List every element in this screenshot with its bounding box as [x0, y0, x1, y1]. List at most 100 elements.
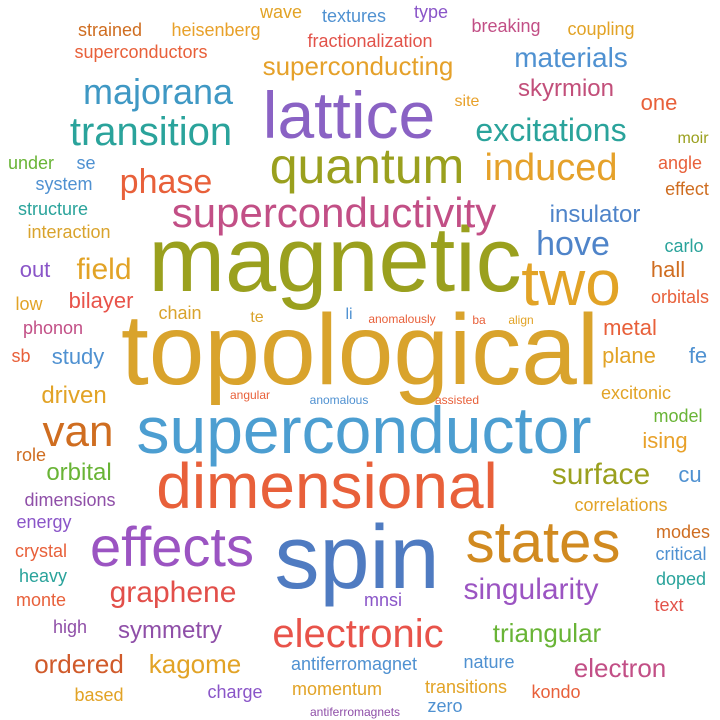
word: surface: [551, 458, 651, 491]
word: strained: [77, 20, 143, 40]
word: energy: [16, 512, 72, 532]
word: antiferromagnet: [290, 654, 418, 674]
word: singularity: [463, 573, 599, 606]
word: interaction: [27, 222, 111, 242]
word: field: [76, 253, 132, 286]
word: orbital: [46, 459, 112, 486]
word: antiferromagnets: [309, 705, 401, 719]
word: model: [653, 406, 703, 426]
word: spin: [274, 508, 440, 608]
word: te: [250, 309, 264, 326]
word: ordered: [34, 649, 124, 679]
word: heavy: [18, 566, 68, 586]
word: momentum: [291, 679, 383, 699]
word: two: [521, 247, 621, 319]
word: sb: [11, 346, 31, 366]
word: hove: [536, 225, 610, 263]
word: transition: [69, 110, 233, 154]
word: materials: [514, 42, 628, 73]
word: quantum: [269, 138, 465, 194]
word: effects: [90, 515, 254, 578]
word: system: [35, 174, 93, 194]
word: majorana: [82, 71, 234, 112]
word: fractionalization: [307, 31, 433, 51]
word: induced: [484, 147, 618, 189]
word: hall: [650, 257, 686, 282]
word: study: [51, 344, 105, 369]
word: anomalously: [368, 312, 436, 326]
word: electronic: [272, 612, 444, 656]
word: li: [345, 306, 353, 323]
word: superconductivity: [171, 189, 497, 236]
word: triangular: [492, 618, 602, 648]
word: chain: [158, 303, 202, 323]
word: graphene: [109, 576, 237, 609]
word: orbitals: [650, 287, 710, 307]
word: superconductor: [136, 393, 592, 467]
word: angle: [657, 153, 703, 173]
word: states: [465, 510, 621, 575]
word: dimensions: [24, 490, 116, 510]
word: topological: [120, 294, 600, 406]
word: nature: [463, 652, 515, 672]
word: skyrmion: [517, 75, 615, 102]
word: plane: [602, 343, 656, 368]
word: anomalous: [309, 393, 369, 407]
word: phase: [119, 163, 213, 201]
word: type: [413, 2, 449, 22]
word: role: [15, 445, 47, 465]
word: excitonic: [600, 383, 672, 403]
word: transitions: [424, 677, 508, 697]
word: wave: [259, 2, 303, 22]
word: site: [454, 93, 480, 110]
word: under: [7, 153, 55, 173]
word: van: [42, 407, 114, 456]
word: out: [19, 257, 51, 282]
word: moir: [677, 130, 709, 147]
word: bilayer: [68, 288, 134, 313]
word: phonon: [22, 318, 84, 338]
word: crystal: [14, 541, 68, 561]
word: superconductors: [74, 42, 208, 62]
word: effect: [665, 179, 709, 199]
word: coupling: [567, 19, 635, 39]
word: electron: [573, 653, 667, 683]
word: magnetic: [148, 209, 522, 311]
word: symmetry: [118, 617, 222, 644]
word: excitations: [475, 112, 627, 148]
word: align: [508, 313, 534, 327]
word: structure: [17, 199, 89, 219]
word: fe: [688, 343, 708, 368]
word: monte: [15, 590, 67, 610]
word: low: [15, 294, 43, 314]
word: dimensional: [156, 450, 498, 522]
word: angular: [229, 388, 271, 402]
word: ba: [472, 313, 486, 327]
word: charge: [207, 682, 263, 702]
word: kagome: [148, 649, 242, 679]
word: zero: [427, 696, 463, 716]
word: superconducting: [262, 51, 454, 81]
word: correlations: [574, 495, 668, 515]
word: modes: [655, 522, 711, 542]
word: carlo: [664, 236, 704, 256]
word: breaking: [471, 16, 541, 36]
word: one: [640, 90, 678, 115]
word: textures: [321, 6, 387, 26]
word: cu: [678, 462, 702, 487]
word: insulator: [549, 201, 641, 228]
word: lattice: [262, 78, 436, 152]
word: text: [654, 595, 684, 615]
word: critical: [655, 544, 707, 564]
word: based: [74, 685, 124, 705]
word: assisted: [434, 393, 480, 407]
word: ising: [642, 428, 688, 453]
word: driven: [41, 382, 107, 409]
word: kondo: [531, 682, 581, 702]
word: heisenberg: [171, 20, 261, 40]
word: mnsi: [363, 590, 403, 610]
word: metal: [603, 315, 657, 340]
word: se: [76, 153, 96, 173]
word: doped: [655, 569, 707, 589]
